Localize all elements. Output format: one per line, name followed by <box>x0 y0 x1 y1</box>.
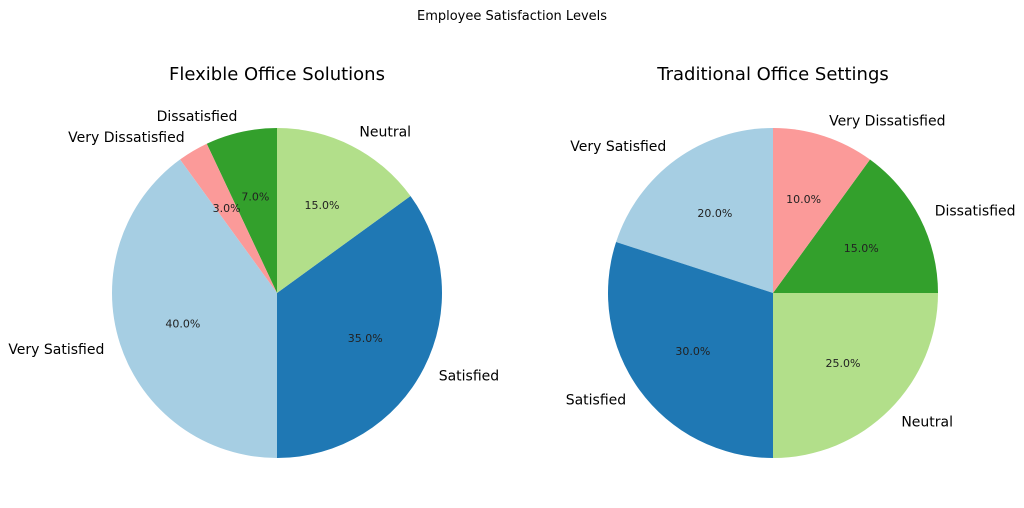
pct-label-very-satisfied: 20.0% <box>697 207 732 220</box>
category-label-very-satisfied: Very Satisfied <box>8 342 104 358</box>
category-label-very-satisfied: Very Satisfied <box>570 139 666 155</box>
pie-slice-neutral <box>773 293 938 458</box>
pct-label-very-dissatisfied: 10.0% <box>786 193 821 206</box>
pie-slice-dissatisfied <box>773 159 938 293</box>
pie-slice-very-dissatisfied <box>773 128 870 293</box>
category-label-very-dissatisfied: Very Dissatisfied <box>829 113 945 129</box>
category-label-neutral: Neutral <box>359 124 411 140</box>
pct-label-satisfied: 30.0% <box>675 345 710 358</box>
figure-title: Employee Satisfaction Levels <box>417 9 607 24</box>
pie-slice-dissatisfied <box>206 128 277 293</box>
category-label-neutral: Neutral <box>901 414 953 430</box>
category-label-dissatisfied: Dissatisfied <box>935 204 1016 220</box>
chart-title-traditional-office: Traditional Office Settings <box>656 64 889 85</box>
pie-slice-very-dissatisfied <box>180 143 277 293</box>
pct-label-satisfied: 35.0% <box>348 332 383 345</box>
pie-chart-traditional-office: Traditional Office Settings 20.0% Very Sa… <box>566 64 1016 458</box>
category-label-very-dissatisfied: Very Dissatisfied <box>68 130 184 146</box>
pct-label-neutral: 25.0% <box>826 357 861 370</box>
pie-slice-satisfied <box>608 242 773 458</box>
pie-slice-neutral <box>277 128 411 293</box>
chart-title-flexible-office: Flexible Office Solutions <box>169 64 385 85</box>
pie-slice-very-satisfied <box>112 159 278 458</box>
pct-label-dissatisfied: 15.0% <box>844 242 879 255</box>
pct-label-very-satisfied: 40.0% <box>165 318 200 331</box>
pct-label-very-dissatisfied: 3.0% <box>213 202 241 215</box>
category-label-dissatisfied: Dissatisfied <box>157 109 238 125</box>
category-label-satisfied: Satisfied <box>566 393 626 409</box>
pie-chart-flexible-office: Flexible Office Solutions 7.0% Dissatisfi… <box>8 64 499 458</box>
category-label-satisfied: Satisfied <box>439 368 499 384</box>
pct-label-neutral: 15.0% <box>304 199 339 212</box>
pct-label-dissatisfied: 7.0% <box>241 190 269 203</box>
pie-slice-very-satisfied <box>616 128 773 293</box>
pie-slice-satisfied <box>277 196 442 458</box>
